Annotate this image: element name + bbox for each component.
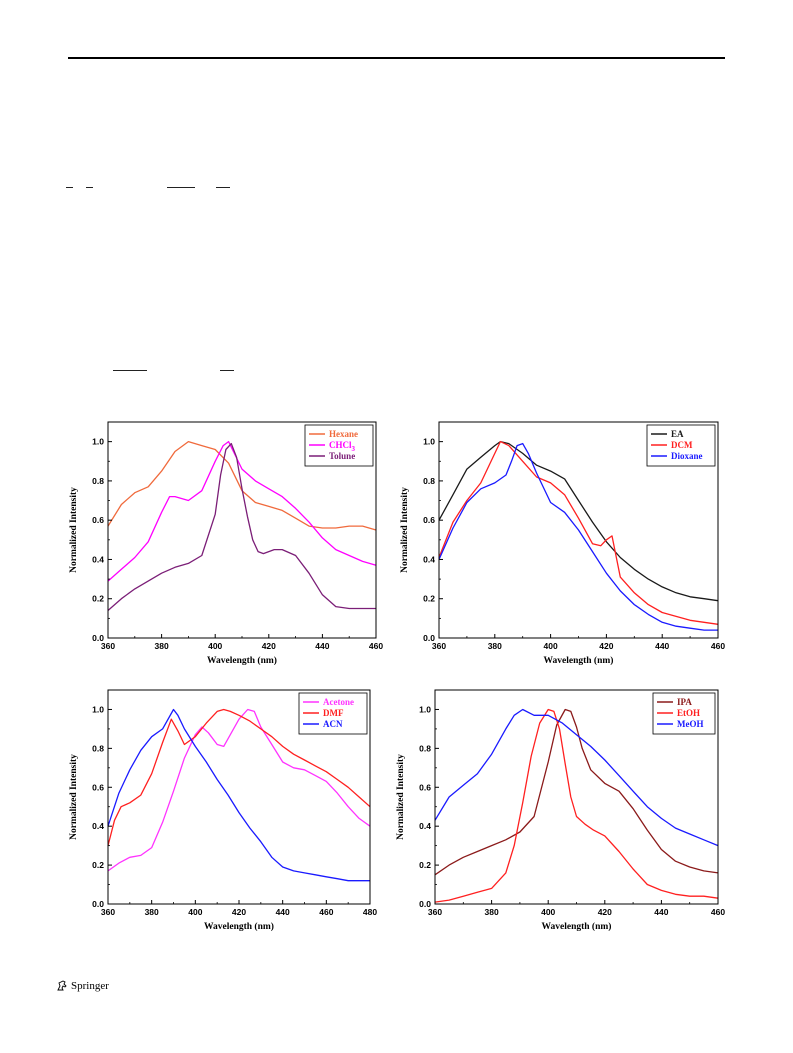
y-tick-label: 1.0 (92, 437, 104, 447)
x-tick-label: 400 (208, 641, 222, 651)
legend-label-chcl3: CHCl3 (329, 440, 356, 453)
y-tick-label: 0.8 (423, 476, 435, 486)
equation-fragment (113, 370, 147, 371)
x-axis-label: Wavelength (nm) (544, 655, 614, 666)
x-tick-label: 440 (655, 641, 669, 651)
series-line-acn (107, 708, 370, 882)
y-tick-label: 1.0 (423, 437, 435, 447)
x-tick-label: 420 (262, 641, 276, 651)
x-tick-label: 420 (599, 641, 613, 651)
y-axis-label: Normalized Intensity (69, 754, 79, 840)
y-tick-label: 0.4 (92, 821, 104, 831)
x-tick-label: 460 (711, 907, 725, 917)
x-tick-label: 380 (145, 907, 159, 917)
header-rule (68, 57, 725, 59)
legend-label-ea: EA (671, 429, 684, 439)
x-tick-label: 400 (544, 641, 558, 651)
equation-fragment (167, 187, 195, 188)
x-tick-label: 380 (155, 641, 169, 651)
y-tick-label: 0.0 (92, 899, 104, 909)
series-line-tolune (107, 442, 376, 611)
y-tick-label: 1.0 (92, 704, 104, 714)
x-axis-label: Wavelength (nm) (204, 921, 274, 932)
x-tick-label: 400 (541, 907, 555, 917)
series-line-chcl3 (107, 440, 377, 582)
footer: Springer (56, 980, 109, 992)
x-tick-label: 400 (188, 907, 202, 917)
series-line-ipa (434, 708, 719, 876)
chart-svg: 360 380 400 420 440 460 0.0 0.2 0.4 0.6 0.8 1.0 Wave… (400, 421, 725, 666)
x-tick-label: 360 (428, 907, 442, 917)
legend-label-meoh: MeOH (677, 719, 704, 729)
chart-panel-1: 360 380 400 420 440 460 0.0 0.2 0.4 0.6 0.8 1.0 Wave… (60, 418, 383, 670)
legend-label-dcm: DCM (671, 440, 693, 450)
legend-label-tolune: Tolune (329, 451, 355, 461)
legend-label-etoh: EtOH (677, 708, 700, 718)
y-tick-label: 0.6 (423, 515, 435, 525)
y-tick-label: 0.4 (419, 821, 431, 831)
x-tick-label: 440 (315, 641, 329, 651)
y-tick-label: 1.0 (419, 704, 431, 714)
y-axis-label: Normalized Intensity (69, 487, 79, 573)
equation-fragment (220, 370, 234, 371)
x-axis-label: Wavelength (nm) (207, 655, 277, 666)
series-line-dcm (438, 440, 719, 625)
x-tick-label: 440 (276, 907, 290, 917)
x-tick-label: 420 (598, 907, 612, 917)
springer-horse-icon (57, 980, 67, 991)
y-axis-label: Normalized Intensity (396, 754, 406, 840)
x-tick-label: 380 (488, 641, 502, 651)
x-tick-label: 460 (711, 641, 725, 651)
equation-fragment (66, 187, 73, 188)
x-axis-label: Wavelength (nm) (542, 921, 612, 932)
x-tick-label: 440 (654, 907, 668, 917)
equation-fragment (216, 187, 230, 188)
chart-svg: 360 380 400 420 440 460 0.0 0.2 0.4 0.6 0.8 1.0 Wave… (396, 689, 725, 932)
x-tick-label: 420 (232, 907, 246, 917)
y-tick-label: 0.6 (92, 515, 104, 525)
legend-label-acn: ACN (323, 719, 343, 729)
y-axis-label: Normalized Intensity (400, 487, 410, 573)
legend-label-dioxane: Dioxane (671, 451, 703, 461)
chart-svg: 360 380 400 420 440 460 480 0.0 0.2 0.4 0.6 0.8 1.0 W… (69, 689, 377, 932)
y-tick-label: 0.2 (92, 860, 104, 870)
series-line-etoh (434, 708, 719, 903)
y-tick-label: 0.6 (419, 782, 431, 792)
publisher-name: Springer (71, 980, 109, 992)
chart-panel-4: 360 380 400 420 440 460 0.0 0.2 0.4 0.6 0.8 1.0 Wave… (396, 686, 725, 938)
y-tick-label: 0.0 (92, 633, 104, 643)
y-tick-label: 0.8 (419, 743, 431, 753)
x-tick-label: 360 (432, 641, 446, 651)
legend-label-ipa: IPA (677, 697, 692, 707)
legend-label-hexane: Hexane (329, 429, 358, 439)
y-tick-label: 0.4 (423, 554, 435, 564)
x-tick-label: 360 (101, 907, 115, 917)
x-tick-label: 460 (319, 907, 333, 917)
legend-label-acetone: Acetone (323, 697, 354, 707)
series-line-dmf (107, 708, 371, 846)
y-tick-label: 0.4 (92, 554, 104, 564)
x-tick-label: 360 (101, 641, 115, 651)
x-tick-label: 380 (485, 907, 499, 917)
x-tick-label: 480 (363, 907, 377, 917)
series-line-acetone (107, 708, 371, 872)
y-tick-label: 0.6 (92, 782, 104, 792)
chart-panel-2: 360 380 400 420 440 460 0.0 0.2 0.4 0.6 0.8 1.0 Wave… (396, 418, 725, 670)
y-tick-label: 0.0 (423, 633, 435, 643)
chart-svg: 360 380 400 420 440 460 0.0 0.2 0.4 0.6 0.8 1.0 Wave… (69, 421, 383, 666)
legend-label-dmf: DMF (323, 708, 344, 718)
y-tick-label: 0.8 (92, 476, 104, 486)
y-tick-label: 0.0 (419, 899, 431, 909)
y-tick-label: 0.8 (92, 743, 104, 753)
series-line-ea (438, 440, 719, 602)
y-tick-label: 0.2 (419, 860, 431, 870)
series-line-meoh (434, 708, 719, 847)
y-tick-label: 0.2 (423, 594, 435, 604)
series-line-dioxane (438, 442, 718, 631)
equation-fragment (86, 187, 93, 188)
chart-panel-3: 360 380 400 420 440 460 480 0.0 0.2 0.4 0.6 0.8 1.0 W… (60, 686, 382, 938)
x-tick-label: 460 (369, 641, 383, 651)
y-tick-label: 0.2 (92, 594, 104, 604)
